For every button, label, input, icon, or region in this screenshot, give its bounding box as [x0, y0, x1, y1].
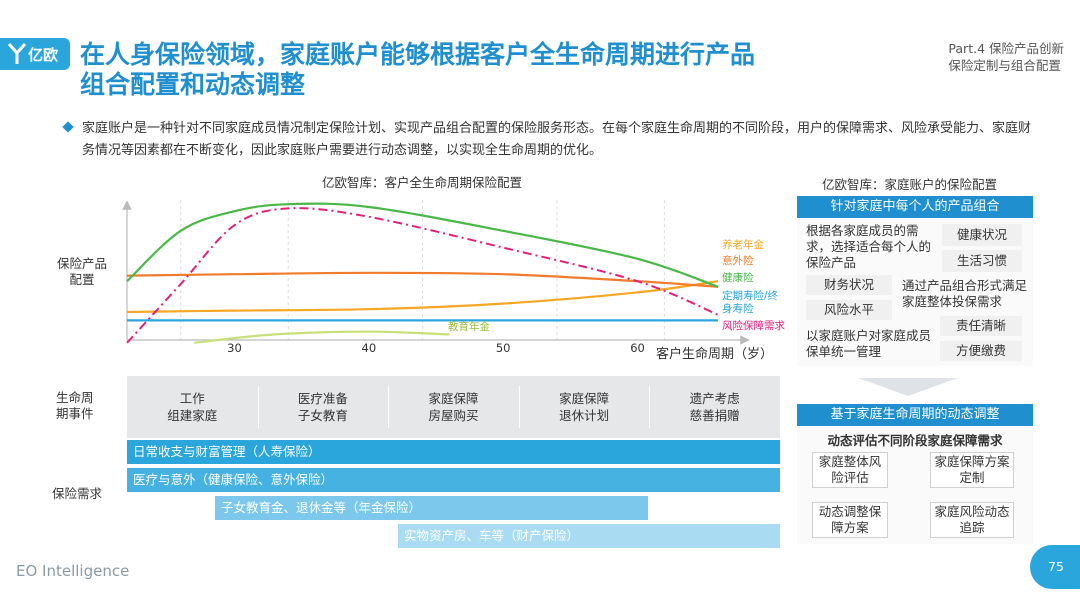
series-label-4: 风险保障需求 [722, 320, 785, 332]
need-band-2: 子女教育金、退休金等（年金保险） [215, 496, 648, 520]
need-band-1: 医疗与意外（健康保险、意外保险） [127, 468, 780, 492]
panel-down-arrow [858, 378, 958, 396]
footer-brand: EO Intelligence [16, 562, 130, 580]
need-band-0: 日常收支与财富管理（人寿保险） [127, 440, 780, 464]
needs-label: 保险需求 [52, 486, 103, 501]
life-event-1: 医疗准备 子女教育 [257, 378, 389, 436]
text-c: 以家庭账户对家庭成员保单统一管理 [806, 328, 932, 359]
life-event-0: 工作 组建家庭 [127, 378, 258, 436]
series-line-4 [126, 207, 719, 344]
flow-plan-customization: 家庭保障方案定制 [930, 452, 1014, 488]
x-axis-label: 客户生命周期（岁） [656, 347, 774, 362]
series-line-2 [126, 202, 719, 288]
life-events-label: 生命周期事件 [56, 390, 94, 421]
text-a: 根据各家庭成员的需求，选择适合每个人的保险产品 [806, 223, 932, 270]
life-event-divider [257, 386, 259, 428]
life-event-line1: 家庭保障 [559, 391, 610, 406]
series-line-0 [126, 280, 719, 314]
life-event-3: 家庭保障 退休计划 [518, 378, 650, 436]
need-band-3: 实物资产房、车等（财产保险） [398, 524, 780, 548]
section2-subtitle: 动态评估不同阶段家庭保障需求 [827, 433, 1003, 448]
part-line2: 保险定制与组合配置 [948, 58, 1061, 73]
page-number: 75 [1030, 545, 1080, 589]
series-line-5 [194, 330, 450, 344]
life-event-line2: 房屋购买 [428, 408, 479, 423]
life-event-divider [388, 386, 390, 428]
chart-grid [180, 200, 665, 340]
series-label-0: 养老年金 [722, 239, 764, 251]
section2-header: 基于家庭生命周期的动态调整 [797, 404, 1033, 426]
tag-habit: 生活习惯 [942, 250, 1022, 272]
logo-text: 亿欧 [28, 46, 59, 64]
life-event-line1: 工作 [179, 391, 205, 406]
life-event-line2: 退休计划 [559, 408, 610, 423]
tag-risk: 风险水平 [806, 300, 892, 320]
tag-payment: 方便缴费 [940, 341, 1022, 361]
flow-risk-tracking: 家庭风险动态追踪 [930, 502, 1014, 538]
flow-plan-adjustment: 动态调整保障方案 [812, 502, 888, 538]
life-event-line2: 子女教育 [297, 408, 348, 423]
x-tick-label: 60 [630, 341, 645, 355]
series-label-2: 健康险 [722, 272, 754, 284]
chart-title: 亿欧智库：客户全生命周期保险配置 [322, 175, 523, 190]
page-title-line1: 在人身保险领域，家庭账户能够根据客户全生命周期进行产品 [80, 40, 756, 69]
life-event-line2: 慈善捐赠 [689, 408, 740, 423]
logo: 亿欧 [0, 38, 70, 70]
part-line1: Part.4 保险产品创新 [948, 41, 1064, 56]
life-event-line1: 遗产考虑 [689, 391, 740, 406]
life-event-line1: 医疗准备 [297, 391, 348, 406]
x-tick-label: 50 [496, 341, 511, 355]
x-tick-label: 40 [362, 341, 377, 355]
tick-layer: 30 40 50 60 [227, 341, 645, 355]
x-tick-label: 30 [227, 341, 242, 355]
flow-risk-assessment: 家庭整体风险评估 [812, 452, 888, 488]
life-event-divider [518, 386, 520, 428]
life-event-line1: 家庭保障 [428, 391, 479, 406]
tag-health: 健康状况 [942, 224, 1022, 246]
life-event-4: 遗产考虑 慈善捐赠 [649, 378, 780, 436]
page-title: 在人身保险领域，家庭账户能够根据客户全生命周期进行产品 组合配置和动态调整 [80, 40, 840, 100]
tag-finance: 财务状况 [806, 275, 892, 295]
tag-responsibility: 责任清晰 [940, 316, 1022, 336]
panel-title: 亿欧智库：家庭账户的保险配置 [822, 177, 998, 192]
part-label: Part.4 保险产品创新 保险定制与组合配置 [948, 40, 1064, 74]
page-title-line2: 组合配置和动态调整 [80, 70, 306, 99]
life-event-line2: 组建家庭 [167, 408, 218, 423]
life-event-divider [649, 386, 651, 428]
logo-y-icon [8, 43, 26, 64]
series-label-5: 教育年金 [448, 321, 490, 333]
life-events-band [127, 376, 780, 438]
section1-header: 针对家庭中每个人的产品组合 [797, 196, 1033, 218]
series-label-3: 定期寿险/终身寿险 [722, 290, 779, 315]
life-event-2: 家庭保障 房屋购买 [388, 378, 519, 436]
y-axis-label: 保险产品配置 [56, 256, 107, 287]
series-layer [126, 202, 719, 344]
text-b: 通过产品组合形式满足家庭整体投保需求 [902, 278, 1028, 309]
description-text: 家庭账户是一种针对不同家庭成员情况制定保险计划、实现产品组合配置的保险服务形态。… [82, 121, 1032, 158]
series-label-1: 意外险 [722, 255, 754, 267]
